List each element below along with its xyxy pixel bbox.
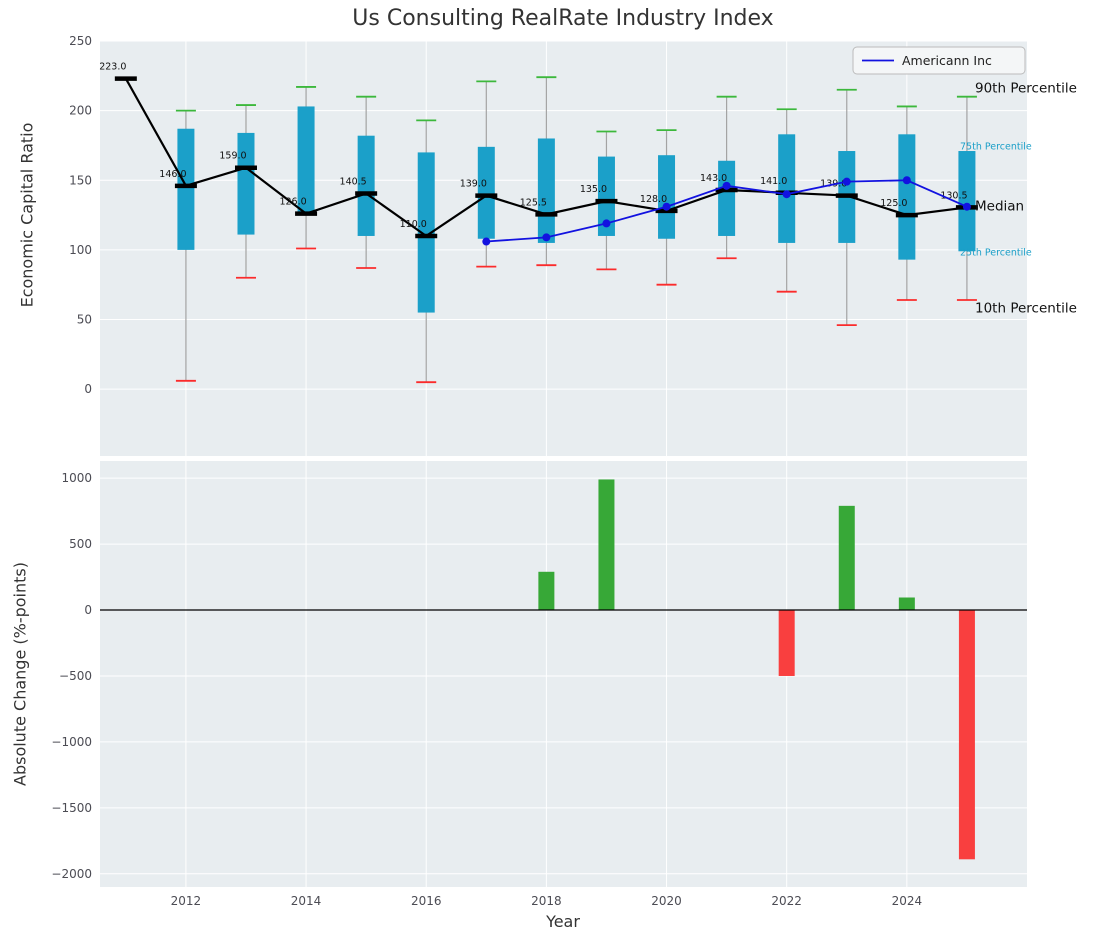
xtick-label: 2022 bbox=[771, 894, 802, 908]
median-value-label: 125.0 bbox=[880, 198, 907, 209]
americann-marker bbox=[842, 177, 851, 186]
ytick-label-top: 100 bbox=[69, 243, 92, 257]
iqr-box bbox=[718, 160, 736, 236]
ytick-label-top: 0 bbox=[84, 382, 92, 396]
percentile-annotation: 25th Percentile bbox=[960, 247, 1032, 258]
percentile-annotation: 90th Percentile bbox=[975, 80, 1077, 96]
median-value-label: 140.5 bbox=[340, 176, 367, 187]
median-value-label: 223.0 bbox=[99, 62, 126, 73]
americann-marker bbox=[542, 233, 551, 242]
iqr-box bbox=[597, 156, 615, 236]
xtick-label: 2024 bbox=[892, 894, 923, 908]
percentile-annotation: 75th Percentile bbox=[960, 141, 1032, 152]
americann-marker bbox=[782, 190, 791, 199]
change-bar-2018 bbox=[538, 571, 555, 611]
median-value-label: 141.0 bbox=[760, 176, 787, 187]
percentile-annotation: 10th Percentile bbox=[975, 300, 1077, 316]
xtick-label: 2018 bbox=[531, 894, 562, 908]
ytick-label-bottom: 500 bbox=[69, 537, 92, 551]
iqr-box bbox=[177, 128, 195, 250]
iqr-box bbox=[297, 106, 315, 213]
ylabel-absolute-change: Absolute Change (%-points) bbox=[10, 562, 30, 786]
median-value-label: 126.0 bbox=[279, 197, 306, 208]
percentile-annotation: Median bbox=[975, 199, 1024, 215]
iqr-box bbox=[778, 134, 796, 243]
americann-marker bbox=[602, 219, 611, 228]
ytick-label-top: 150 bbox=[69, 173, 92, 187]
top-panel bbox=[100, 41, 1027, 456]
legend-label: Americann Inc bbox=[902, 53, 992, 68]
americann-marker bbox=[722, 181, 731, 190]
iqr-box bbox=[417, 152, 435, 313]
iqr-box bbox=[477, 146, 495, 239]
americann-marker bbox=[662, 202, 671, 211]
xtick-label: 2014 bbox=[291, 894, 322, 908]
iqr-box bbox=[658, 155, 676, 239]
median-value-label: 135.0 bbox=[580, 184, 607, 195]
xtick-label: 2016 bbox=[411, 894, 442, 908]
change-bar-2022 bbox=[778, 610, 795, 676]
median-value-label: 146.0 bbox=[159, 169, 186, 180]
iqr-box bbox=[357, 135, 375, 236]
legend-box bbox=[852, 46, 1026, 75]
change-bar-2023 bbox=[838, 505, 855, 611]
iqr-box bbox=[537, 138, 555, 243]
americann-marker bbox=[482, 237, 491, 246]
bottom-panel bbox=[100, 461, 1027, 887]
median-value-label: 128.0 bbox=[640, 194, 667, 205]
iqr-box bbox=[237, 132, 255, 235]
ylabel-economic-capital-ratio: Economic Capital Ratio bbox=[17, 122, 37, 308]
median-value-label: 139.0 bbox=[460, 179, 487, 190]
xtick-label: 2020 bbox=[651, 894, 682, 908]
change-bar-2025 bbox=[958, 610, 975, 860]
xlabel-year: Year bbox=[546, 912, 580, 931]
americann-marker bbox=[902, 176, 911, 185]
ytick-label-bottom: −1500 bbox=[51, 801, 92, 815]
ytick-label-bottom: 1000 bbox=[61, 471, 92, 485]
change-bar-2019 bbox=[598, 479, 615, 611]
ytick-label-top: 50 bbox=[77, 313, 92, 327]
chart-title: Us Consulting RealRate Industry Index bbox=[352, 6, 774, 31]
ytick-label-top: 200 bbox=[69, 104, 92, 118]
median-value-label: 125.5 bbox=[520, 197, 547, 208]
change-bar-2024 bbox=[898, 597, 915, 611]
ytick-label-bottom: −2000 bbox=[51, 867, 92, 881]
ytick-label-top: 250 bbox=[69, 34, 92, 48]
median-value-label: 110.0 bbox=[400, 219, 427, 230]
ytick-label-bottom: −500 bbox=[59, 669, 92, 683]
median-value-label: 143.0 bbox=[700, 173, 727, 184]
americann-marker bbox=[962, 202, 971, 211]
ytick-label-bottom: 0 bbox=[84, 603, 92, 617]
median-value-label: 159.0 bbox=[219, 151, 246, 162]
median-value-label: 130.5 bbox=[940, 190, 967, 201]
iqr-box bbox=[958, 151, 976, 252]
iqr-box bbox=[898, 134, 916, 260]
ytick-label-bottom: −1000 bbox=[51, 735, 92, 749]
xtick-label: 2012 bbox=[171, 894, 202, 908]
